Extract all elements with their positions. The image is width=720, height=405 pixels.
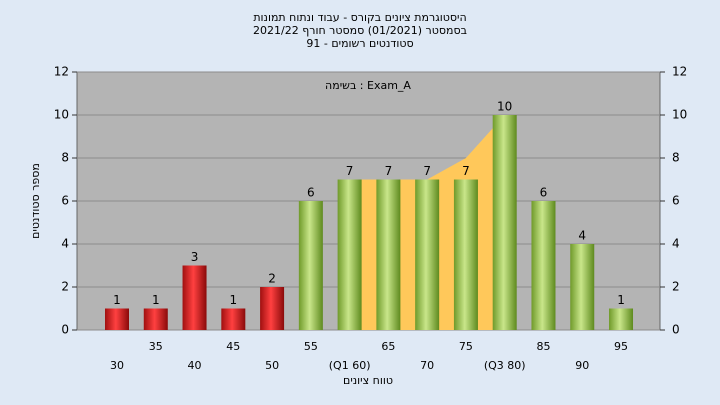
y2-tick-label: 6 xyxy=(672,194,680,208)
data-label: 7 xyxy=(423,164,431,178)
chart-title: היסטוגרמת ציונים בקורס - עבוד ונתוח תמונ… xyxy=(253,11,466,24)
bar xyxy=(143,308,168,330)
x-tick-label: (Q3 80) xyxy=(484,359,526,372)
x-tick-label: 95 xyxy=(614,340,628,353)
y-tick-label: 12 xyxy=(54,65,69,79)
x-axis-label: טווח ציונים xyxy=(343,374,393,387)
x-tick-label: 65 xyxy=(381,340,395,353)
annotation: בשימה : Exam_A xyxy=(325,79,411,92)
y-axis-label: מספר סטודנטים xyxy=(29,163,42,239)
y2-tick-label: 0 xyxy=(672,323,680,337)
data-label: 7 xyxy=(385,164,393,178)
bar xyxy=(221,308,246,330)
bar xyxy=(105,308,129,330)
data-label: 1 xyxy=(152,293,160,307)
y-tick-label: 8 xyxy=(61,151,69,165)
bar xyxy=(376,179,401,330)
data-label: 2 xyxy=(268,272,276,286)
y-tick-label: 2 xyxy=(61,280,69,294)
y-tick-label: 0 xyxy=(61,323,69,337)
y2-tick-label: 12 xyxy=(672,65,687,79)
chart-subtitle: בסמסטר (01/2021) סמסטר חורף 2021/22 xyxy=(253,24,467,37)
bar xyxy=(298,201,323,330)
data-label: 7 xyxy=(462,164,470,178)
bar xyxy=(570,244,595,330)
x-tick-label: 30 xyxy=(110,359,124,372)
bar xyxy=(453,179,478,330)
y2-tick-label: 2 xyxy=(672,280,680,294)
bar xyxy=(609,308,634,330)
x-tick-label: 70 xyxy=(420,359,434,372)
x-tick-label: 45 xyxy=(226,340,240,353)
x-tick-label: 90 xyxy=(575,359,589,372)
x-tick-label: 75 xyxy=(459,340,473,353)
bar xyxy=(415,179,440,330)
x-tick-label: 40 xyxy=(188,359,202,372)
x-tick-label: 55 xyxy=(304,340,318,353)
data-label: 7 xyxy=(346,164,354,178)
x-tick-label: 85 xyxy=(536,340,550,353)
data-label: 1 xyxy=(229,293,237,307)
data-label: 4 xyxy=(578,229,586,243)
data-label: 3 xyxy=(191,250,199,264)
bar xyxy=(531,201,556,330)
bar xyxy=(260,287,285,330)
data-label: 1 xyxy=(617,293,625,307)
y-tick-label: 4 xyxy=(61,237,69,251)
data-label: 6 xyxy=(307,186,315,200)
y2-tick-label: 10 xyxy=(672,108,687,122)
x-tick-label: 50 xyxy=(265,359,279,372)
y2-tick-label: 4 xyxy=(672,237,680,251)
bar xyxy=(492,115,517,330)
data-label: 1 xyxy=(113,293,121,307)
data-label: 6 xyxy=(540,186,548,200)
bar xyxy=(337,179,362,330)
bar xyxy=(182,265,207,330)
chart-subtitle: סטודנטים רשומים - 91 xyxy=(306,37,413,50)
y-tick-label: 10 xyxy=(54,108,69,122)
data-label: 10 xyxy=(497,100,512,114)
x-tick-label: 35 xyxy=(149,340,163,353)
x-tick-label: (Q1 60) xyxy=(329,359,371,372)
y-tick-label: 6 xyxy=(61,194,69,208)
y2-tick-label: 8 xyxy=(672,151,680,165)
